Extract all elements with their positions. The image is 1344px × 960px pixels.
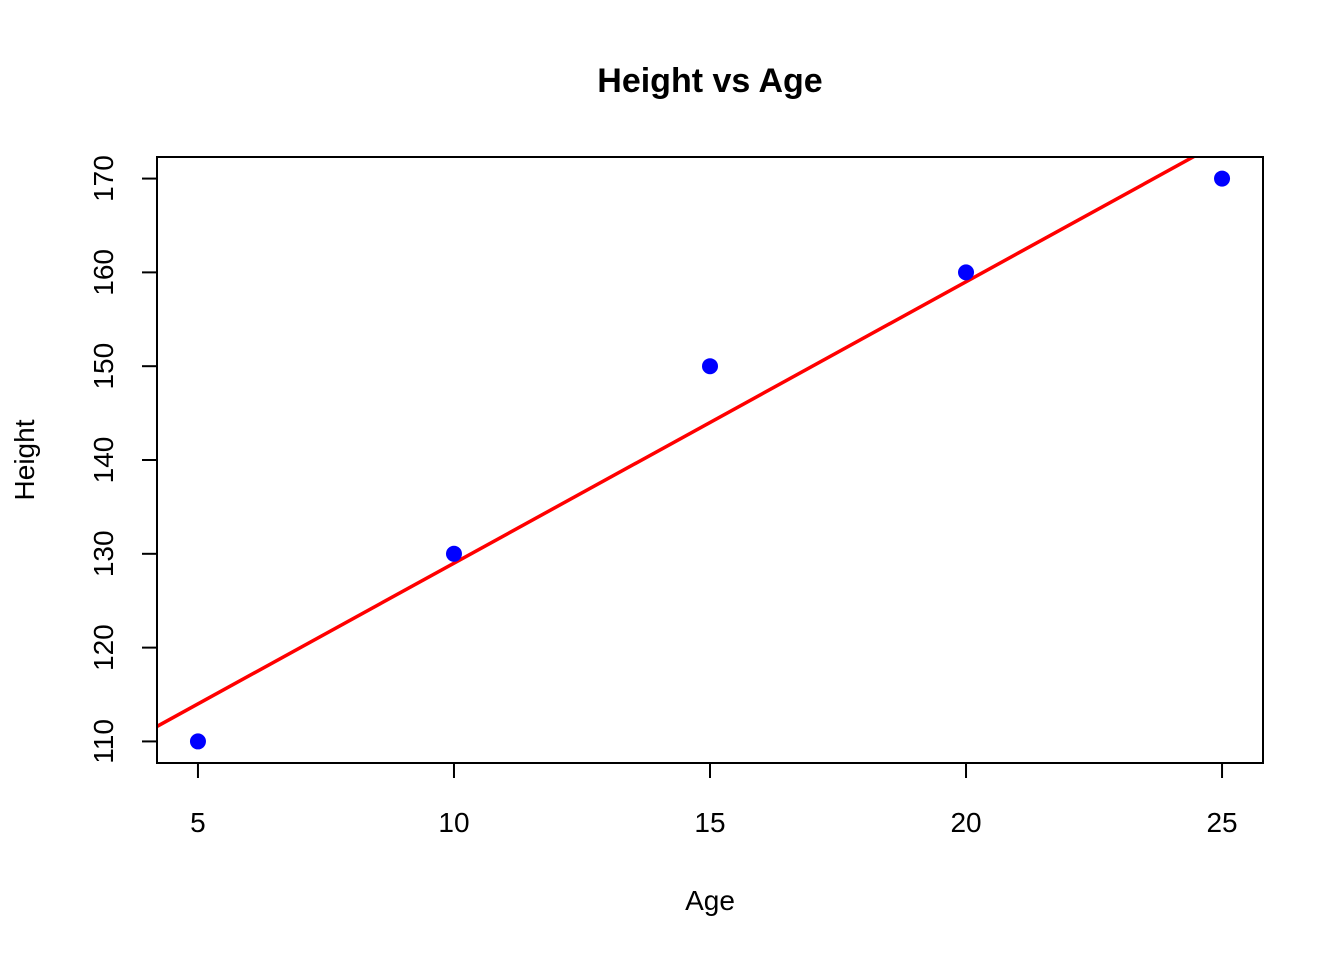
data-point xyxy=(1214,170,1231,187)
y-tick-label: 120 xyxy=(88,624,119,671)
x-tick-label: 25 xyxy=(1206,807,1237,838)
y-axis-label: Height xyxy=(9,419,40,500)
y-tick-label: 170 xyxy=(88,155,119,202)
y-axis: 110 120 130 140 150 160 170 xyxy=(88,155,158,764)
x-tick-label: 20 xyxy=(950,807,981,838)
y-tick-label: 140 xyxy=(88,437,119,484)
chart-title: Height vs Age xyxy=(597,62,822,100)
data-point xyxy=(958,264,975,281)
data-point xyxy=(702,358,718,375)
y-tick-label: 150 xyxy=(88,343,119,390)
y-tick-label: 160 xyxy=(88,249,119,296)
x-axis-label: Age xyxy=(685,885,735,916)
x-axis: 5 10 15 20 25 xyxy=(190,762,1238,838)
data-point xyxy=(445,545,462,562)
plot-frame xyxy=(156,156,1264,764)
fit-line xyxy=(157,157,1197,728)
data-point xyxy=(189,733,206,750)
y-tick-label: 130 xyxy=(88,530,119,577)
y-tick-label: 110 xyxy=(88,719,119,764)
x-tick-label: 5 xyxy=(190,807,206,838)
x-tick-label: 15 xyxy=(694,807,725,838)
x-tick-label: 10 xyxy=(438,807,469,838)
